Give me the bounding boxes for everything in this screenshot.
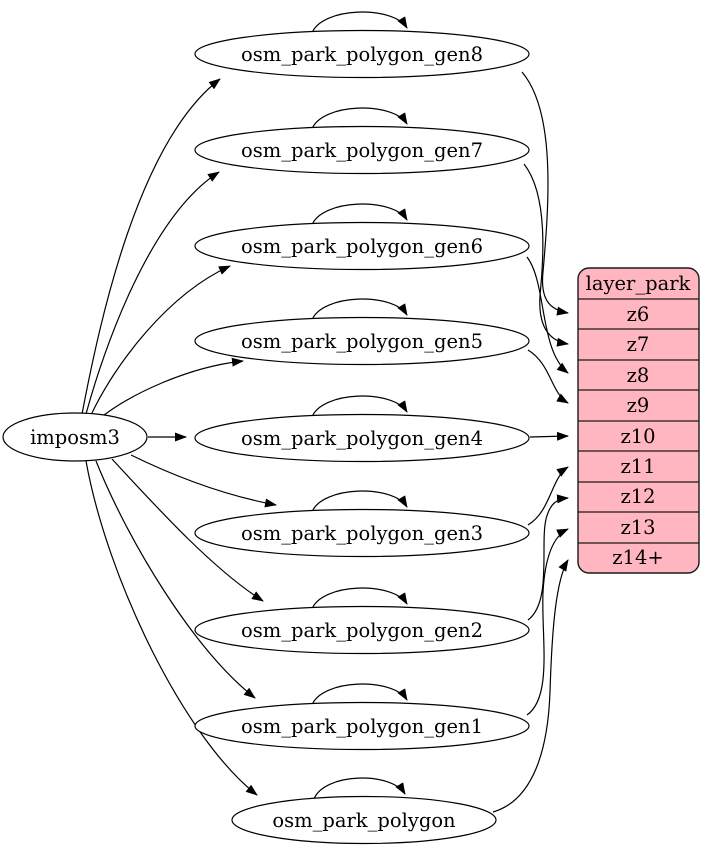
gen3-ellipse bbox=[194, 508, 530, 558]
edge-imposm3-to-polygon bbox=[85, 460, 258, 796]
edge-imposm3-to-gen5 bbox=[98, 357, 244, 420]
gen1-label: osm_park_polygon_gen1 bbox=[241, 715, 483, 738]
gen6-ellipse bbox=[194, 221, 530, 271]
node-osm-park-polygon-gen6: osm_park_polygon_gen6 bbox=[194, 221, 530, 271]
node-osm-park-polygon-gen5: osm_park_polygon_gen5 bbox=[194, 316, 530, 366]
edge-gen4-to-z10 bbox=[529, 431, 569, 441]
gen1-ellipse bbox=[194, 701, 530, 751]
imposm3-ellipse bbox=[2, 412, 148, 462]
node-osm-park-polygon-gen8: osm_park_polygon_gen8 bbox=[194, 29, 530, 79]
layer-park-row-z8: z8 bbox=[627, 364, 650, 387]
edges-to-layer-park bbox=[492, 71, 569, 813]
polygon-label: osm_park_polygon bbox=[272, 809, 456, 832]
edge-gen6-to-z8 bbox=[526, 256, 569, 374]
polygon-ellipse bbox=[231, 795, 497, 845]
edge-gen2-to-z12 bbox=[527, 494, 569, 621]
edge-imposm3-to-gen7 bbox=[85, 171, 220, 415]
layer-park-row-z9: z9 bbox=[627, 394, 650, 417]
layer-park-row-z12: z12 bbox=[620, 485, 655, 508]
node-imposm3: imposm3 bbox=[2, 412, 148, 462]
gen2-ellipse bbox=[194, 605, 530, 655]
self-loop-gen4 bbox=[311, 395, 408, 418]
self-loop-gen2 bbox=[311, 587, 408, 610]
layer-park-row-z11: z11 bbox=[620, 455, 655, 478]
gen2-label: osm_park_polygon_gen2 bbox=[241, 619, 483, 642]
gen6-label: osm_park_polygon_gen6 bbox=[241, 235, 483, 258]
edge-imposm3-to-gen1 bbox=[95, 460, 256, 699]
gen8-label: osm_park_polygon_gen8 bbox=[241, 43, 483, 66]
self-loop-gen7 bbox=[311, 107, 408, 130]
edge-polygon-to-z14plus bbox=[492, 559, 569, 813]
edges-from-imposm3 bbox=[81, 78, 277, 796]
gen5-label: osm_park_polygon_gen5 bbox=[241, 330, 483, 353]
node-layer-park: layer_park z6 z7 z8 z9 z10 z11 z12 z13 z… bbox=[577, 267, 700, 574]
edge-imposm3-to-gen3 bbox=[130, 454, 277, 508]
edge-imposm3-to-gen2 bbox=[111, 458, 264, 602]
layer-park-row-z13: z13 bbox=[620, 516, 655, 539]
gen7-ellipse bbox=[194, 125, 530, 175]
self-loop-gen3 bbox=[311, 490, 408, 513]
layer-park-row-z14plus: z14+ bbox=[612, 546, 663, 569]
self-loop-gen6 bbox=[311, 203, 408, 226]
node-osm-park-polygon-gen3: osm_park_polygon_gen3 bbox=[194, 508, 530, 558]
layer-park-row-z6: z6 bbox=[627, 303, 650, 326]
node-osm-park-polygon-gen4: osm_park_polygon_gen4 bbox=[194, 413, 530, 463]
layer-park-row-z10: z10 bbox=[620, 425, 655, 448]
edge-gen5-to-z9 bbox=[527, 349, 569, 404]
self-loop-edges bbox=[311, 11, 408, 800]
layer-park-header: layer_park bbox=[586, 272, 691, 295]
edge-gen8-to-z6 bbox=[521, 71, 569, 316]
gen7-label: osm_park_polygon_gen7 bbox=[241, 139, 483, 162]
node-osm-park-polygon-gen1: osm_park_polygon_gen1 bbox=[194, 701, 530, 751]
node-osm-park-polygon-gen7: osm_park_polygon_gen7 bbox=[194, 125, 530, 175]
node-osm-park-polygon: osm_park_polygon bbox=[231, 795, 497, 845]
gen3-label: osm_park_polygon_gen3 bbox=[241, 522, 483, 545]
edge-imposm3-to-gen6 bbox=[90, 265, 231, 416]
edge-gen3-to-z11 bbox=[527, 466, 569, 526]
gen5-ellipse bbox=[194, 316, 530, 366]
self-loop-polygon bbox=[313, 777, 406, 800]
self-loop-gen5 bbox=[311, 298, 408, 321]
self-loop-gen1 bbox=[311, 683, 408, 706]
edge-imposm3-to-gen8 bbox=[81, 78, 221, 415]
imposm3-label: imposm3 bbox=[30, 426, 120, 449]
layer-park-row-z7: z7 bbox=[627, 333, 650, 356]
edge-gen1-to-z13 bbox=[526, 528, 569, 716]
gen4-label: osm_park_polygon_gen4 bbox=[241, 427, 483, 450]
edge-gen7-to-z7 bbox=[523, 163, 569, 347]
gen8-ellipse bbox=[194, 29, 530, 79]
gen4-ellipse bbox=[194, 413, 530, 463]
self-loop-gen8 bbox=[311, 11, 408, 34]
node-osm-park-polygon-gen2: osm_park_polygon_gen2 bbox=[194, 605, 530, 655]
